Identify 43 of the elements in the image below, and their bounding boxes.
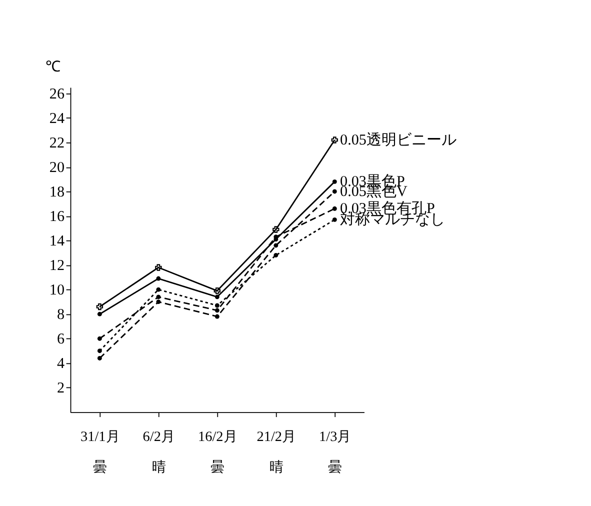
point: [97, 312, 102, 316]
point: [332, 179, 337, 184]
point: [274, 253, 278, 258]
y-tick-label: 2: [56, 380, 65, 397]
y-tick-label: 10: [49, 282, 65, 298]
point: [156, 294, 161, 300]
x-tick-label: 31/1月曇: [80, 429, 120, 476]
point: [156, 276, 161, 281]
point: [156, 300, 161, 304]
y-tick-label: 26: [49, 86, 65, 102]
y-tick-label: 16: [49, 208, 65, 225]
x-tick-label: 6/2月晴: [142, 429, 175, 476]
point: [332, 206, 337, 211]
y-tick-label: 8: [56, 306, 65, 323]
y-tick-label: 22: [49, 135, 65, 152]
x-tick-label: 21/2月晴: [256, 429, 296, 476]
x-tick-label: 16/2月曇: [198, 429, 238, 476]
y-tick-label: 4: [56, 356, 65, 372]
point: [274, 243, 278, 248]
point: [156, 287, 161, 292]
y-tick-label: 20: [49, 160, 65, 176]
point: [332, 217, 337, 222]
point: [272, 226, 280, 233]
point: [214, 303, 220, 308]
point: [97, 336, 102, 341]
y-axis-title: ℃: [45, 60, 60, 76]
point: [214, 308, 220, 313]
y-tick-label: 14: [49, 233, 65, 250]
x-tick-label: 1/3月曇: [319, 429, 352, 476]
series-label: 0.05透明ビニール: [340, 131, 456, 148]
point: [155, 264, 162, 271]
point: [97, 348, 102, 354]
point: [214, 294, 220, 300]
point: [96, 303, 104, 310]
y-tick-label: 12: [49, 258, 65, 274]
point: [214, 314, 220, 319]
point: [214, 287, 221, 294]
y-tick-label: 18: [49, 184, 65, 200]
point: [331, 136, 338, 144]
point: [332, 189, 337, 194]
point: [97, 356, 102, 360]
y-tick-label: 6: [56, 331, 65, 348]
y-tick-label: 24: [49, 110, 65, 127]
